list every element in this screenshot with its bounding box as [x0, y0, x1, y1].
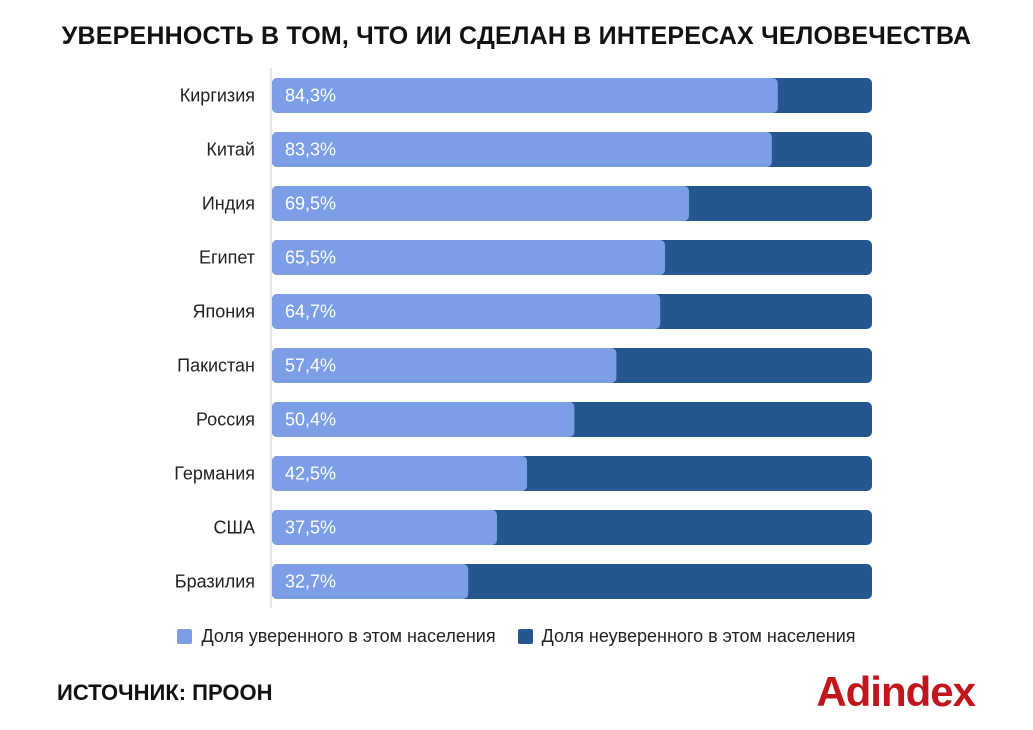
category-label: Россия: [196, 410, 255, 430]
legend-label-not-confident: Доля неуверенного в этом населения: [541, 626, 856, 646]
category-label: Китай: [206, 140, 255, 160]
adindex-logo: Adindex: [816, 668, 976, 715]
legend-label-confident: Доля уверенного в этом населения: [201, 626, 496, 646]
bar-confident: [272, 240, 665, 275]
bar-confident: [272, 456, 527, 491]
bar-confident: [272, 564, 469, 599]
bar-confident: [272, 132, 772, 167]
bar-confident: [272, 294, 661, 329]
source-note: ИСТОЧНИК: ПРООН: [57, 680, 273, 705]
stacked-bar-chart: Киргизия 84,3% Китай 83,3% Индия 69,5% Египет 6…: [174, 68, 872, 608]
data-label: 84,3%: [285, 86, 336, 106]
data-label: 69,5%: [285, 194, 336, 214]
data-label: 42,5%: [285, 464, 336, 484]
data-label: 57,4%: [285, 356, 336, 376]
bar-confident: [272, 186, 689, 221]
category-label: Египет: [199, 248, 255, 268]
category-label: Германия: [174, 464, 255, 484]
category-label: Киргизия: [180, 86, 255, 106]
legend-swatch-confident: [177, 629, 193, 644]
bar-confident: [272, 348, 617, 383]
legend-item-confident: Доля уверенного в этом населения: [177, 626, 496, 647]
bar-confident: [272, 510, 497, 545]
category-label: Индия: [202, 194, 255, 214]
data-label: 83,3%: [285, 140, 336, 160]
data-label: 37,5%: [285, 518, 336, 538]
category-label: Бразилия: [175, 572, 255, 592]
bar-confident: [272, 78, 778, 113]
chart-title: УВЕРЕННОСТЬ В ТОМ, ЧТО ИИ СДЕЛАН В ИНТЕР…: [61, 22, 972, 50]
data-label: 65,5%: [285, 248, 336, 268]
data-label: 50,4%: [285, 410, 336, 430]
legend-item-not-confident: Доля неуверенного в этом населения: [517, 626, 856, 647]
category-label: США: [213, 518, 255, 538]
data-label: 64,7%: [285, 302, 336, 322]
legend-swatch-not-confident: [517, 629, 533, 644]
data-label: 32,7%: [285, 572, 336, 592]
category-label: Япония: [193, 302, 256, 322]
category-label: Пакистан: [177, 356, 255, 376]
bar-confident: [272, 402, 575, 437]
legend: Доля уверенного в этом населения Доля не…: [0, 626, 1033, 647]
